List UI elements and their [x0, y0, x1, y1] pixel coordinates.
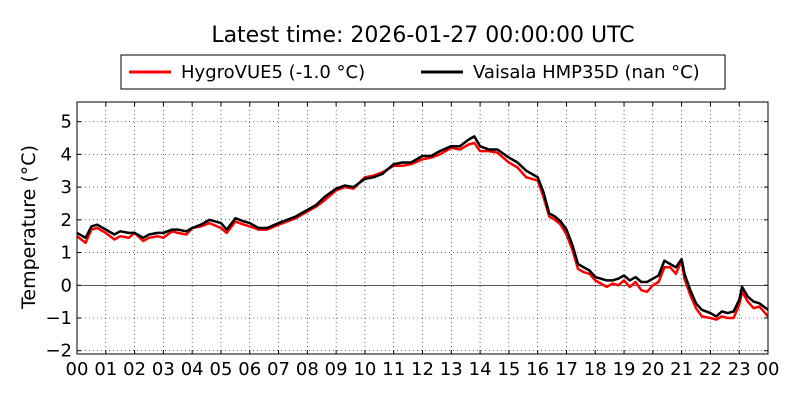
x-tick-label: 08: [296, 359, 319, 380]
x-tick-label: 00: [757, 359, 780, 380]
y-tick-label: 1: [61, 243, 72, 264]
x-tick-label: 03: [152, 359, 175, 380]
legend-label-1: Vaisala HMP35D (nan °C): [473, 62, 700, 83]
x-tick-label: 11: [382, 359, 405, 380]
x-axis-ticks: 00 01 02 03 04 05 06 07 08 09 10 11 12 13 14 15 16 17 18 19…: [66, 102, 780, 380]
x-tick-label: 17: [555, 359, 578, 380]
x-tick-label: 18: [584, 359, 607, 380]
y-tick-label: 5: [61, 112, 72, 133]
grid: [77, 102, 768, 354]
x-tick-label: 01: [94, 359, 117, 380]
x-tick-label: 16: [526, 359, 549, 380]
x-tick-label: 21: [670, 359, 693, 380]
x-tick-label: 04: [181, 359, 204, 380]
x-tick-label: 02: [123, 359, 146, 380]
x-tick-label: 00: [66, 359, 89, 380]
series-line-1: [76, 135, 769, 318]
chart-title: Latest time: 2026-01-27 00:00:00 UTC: [211, 23, 634, 48]
x-tick-label: 14: [469, 359, 492, 380]
plot-frame: [76, 101, 769, 355]
y-tick-label: 3: [61, 177, 72, 198]
x-tick-label: 15: [497, 359, 520, 380]
x-tick-label: 20: [641, 359, 664, 380]
x-tick-label: 07: [267, 359, 290, 380]
x-tick-label: 19: [613, 359, 636, 380]
x-tick-label: 22: [699, 359, 722, 380]
series-lines: [76, 135, 769, 321]
x-tick-label: 06: [238, 359, 261, 380]
x-tick-label: 09: [325, 359, 348, 380]
y-tick-label: −1: [45, 308, 72, 329]
y-tick-label: 4: [61, 144, 72, 165]
x-tick-label: 05: [210, 359, 233, 380]
y-tick-label: 0: [61, 275, 72, 296]
x-tick-label: 13: [440, 359, 463, 380]
y-tick-label: 2: [61, 210, 72, 231]
x-tick-label: 10: [353, 359, 376, 380]
y-tick-label: −2: [45, 341, 72, 362]
legend-label-0: HygroVUE5 (-1.0 °C): [181, 62, 365, 83]
x-tick-label: 23: [728, 359, 751, 380]
legend: HygroVUE5 (-1.0 °C) Vaisala HMP35D (nan °…: [120, 54, 726, 90]
y-axis-label: Temperature (°C): [18, 145, 40, 310]
y-axis-ticks: −2 −1 0 1 2 3 4 5: [45, 112, 768, 362]
x-tick-label: 12: [411, 359, 434, 380]
